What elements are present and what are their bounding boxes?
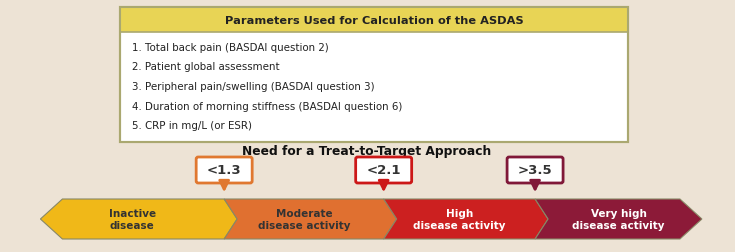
Text: >3.5: >3.5 [517,164,553,177]
Text: 2. Patient global assessment: 2. Patient global assessment [132,62,279,72]
Polygon shape [224,199,397,239]
Text: 4. Duration of morning stiffness (BASDAI question 6): 4. Duration of morning stiffness (BASDAI… [132,101,402,111]
Polygon shape [40,199,237,239]
Polygon shape [384,199,548,239]
Text: Very high
disease activity: Very high disease activity [573,208,664,230]
Text: 5. CRP in mg/L (or ESR): 5. CRP in mg/L (or ESR) [132,120,252,131]
FancyBboxPatch shape [356,158,412,183]
Text: Inactive
disease: Inactive disease [109,208,156,230]
Text: <2.1: <2.1 [367,164,401,177]
Text: 1. Total back pain (BASDAI question 2): 1. Total back pain (BASDAI question 2) [132,43,329,53]
Bar [120,8,628,142]
FancyBboxPatch shape [196,158,252,183]
Text: Need for a Treat-to-Target Approach: Need for a Treat-to-Target Approach [243,145,492,158]
Text: 3. Peripheral pain/swelling (BASDAI question 3): 3. Peripheral pain/swelling (BASDAI ques… [132,82,375,92]
Polygon shape [535,199,702,239]
Bar [120,8,628,142]
FancyBboxPatch shape [507,158,563,183]
Text: Moderate
disease activity: Moderate disease activity [258,208,350,230]
Text: Parameters Used for Calculation of the ASDAS: Parameters Used for Calculation of the A… [225,15,523,25]
Bar [120,8,628,33]
Text: High
disease activity: High disease activity [413,208,506,230]
Text: <1.3: <1.3 [207,164,242,177]
